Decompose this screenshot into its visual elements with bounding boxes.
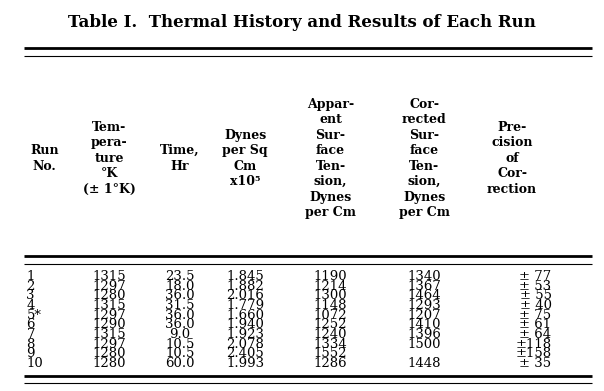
Text: 10.5: 10.5 <box>165 338 194 351</box>
Text: Appar-
ent
Sur-
face
Ten-
sion,
Dynes
per Cm: Appar- ent Sur- face Ten- sion, Dynes pe… <box>305 98 356 219</box>
Text: 5*: 5* <box>27 309 41 322</box>
Text: Tem-
pera-
ture
°K
(± 1°K): Tem- pera- ture °K (± 1°K) <box>83 121 135 196</box>
Text: 8: 8 <box>27 338 35 351</box>
Text: ±118: ±118 <box>515 338 551 351</box>
Text: 1448: 1448 <box>407 357 441 370</box>
Text: ± 35: ± 35 <box>519 357 551 370</box>
Text: 1.882: 1.882 <box>226 280 264 293</box>
Text: 1315: 1315 <box>92 328 126 341</box>
Text: 1148: 1148 <box>313 299 347 312</box>
Text: 1334: 1334 <box>313 338 347 351</box>
Text: 2.016: 2.016 <box>226 289 264 302</box>
Text: 2.405: 2.405 <box>226 347 264 361</box>
Text: 1297: 1297 <box>92 309 126 322</box>
Text: 1293: 1293 <box>407 299 441 312</box>
Text: 1.940: 1.940 <box>226 318 264 331</box>
Text: 1367: 1367 <box>407 280 441 293</box>
Text: Cor-
rected
Sur-
face
Ten-
sion,
Dynes
per Cm: Cor- rected Sur- face Ten- sion, Dynes p… <box>399 98 449 219</box>
Text: 2: 2 <box>27 280 35 293</box>
Text: 1464: 1464 <box>407 289 441 302</box>
Text: 1.993: 1.993 <box>226 357 265 370</box>
Text: 1214: 1214 <box>313 280 347 293</box>
Text: 1410: 1410 <box>407 318 441 331</box>
Text: 1280: 1280 <box>92 289 126 302</box>
Text: ± 75: ± 75 <box>519 309 551 322</box>
Text: 1286: 1286 <box>313 357 347 370</box>
Text: 9: 9 <box>27 347 35 361</box>
Text: 1297: 1297 <box>92 338 126 351</box>
Text: 1280: 1280 <box>92 357 126 370</box>
Text: 3: 3 <box>27 289 35 302</box>
Text: Run
No.: Run No. <box>30 144 59 172</box>
Text: 1190: 1190 <box>313 270 347 283</box>
Text: 18.0: 18.0 <box>165 280 194 293</box>
Text: 9.0: 9.0 <box>170 328 191 341</box>
Text: 1207: 1207 <box>407 309 441 322</box>
Text: 1240: 1240 <box>313 328 347 341</box>
Text: 1.923: 1.923 <box>226 328 265 341</box>
Text: 1300: 1300 <box>313 289 347 302</box>
Text: 1.779: 1.779 <box>226 299 265 312</box>
Text: 1280: 1280 <box>92 347 126 361</box>
Text: Pre-
cision
of
Cor-
rection: Pre- cision of Cor- rection <box>487 121 537 196</box>
Text: 10: 10 <box>27 357 43 370</box>
Text: ± 53: ± 53 <box>519 280 551 293</box>
Text: Time,
Hr: Time, Hr <box>160 144 200 172</box>
Text: 1290: 1290 <box>92 318 126 331</box>
Text: 4: 4 <box>27 299 35 312</box>
Text: ± 61: ± 61 <box>519 318 551 331</box>
Text: ± 77: ± 77 <box>519 270 551 283</box>
Text: ± 64: ± 64 <box>519 328 551 341</box>
Text: ± 40: ± 40 <box>519 299 551 312</box>
Text: 36.0: 36.0 <box>165 309 195 322</box>
Text: 1396: 1396 <box>407 328 441 341</box>
Text: 1072: 1072 <box>313 309 347 322</box>
Text: 1252: 1252 <box>313 318 347 331</box>
Text: 1552: 1552 <box>313 347 347 361</box>
Text: 1315: 1315 <box>92 270 126 283</box>
Text: ±158: ±158 <box>515 347 551 361</box>
Text: 1: 1 <box>27 270 35 283</box>
Text: 36.0: 36.0 <box>165 289 195 302</box>
Text: 1.845: 1.845 <box>226 270 264 283</box>
Text: 1297: 1297 <box>92 280 126 293</box>
Text: 1340: 1340 <box>407 270 441 283</box>
Text: Table I.  Thermal History and Results of Each Run: Table I. Thermal History and Results of … <box>68 14 536 30</box>
Text: 36.0: 36.0 <box>165 318 195 331</box>
Text: 31.5: 31.5 <box>165 299 194 312</box>
Text: 10.5: 10.5 <box>165 347 194 361</box>
Text: 1500: 1500 <box>407 338 441 351</box>
Text: 1315: 1315 <box>92 299 126 312</box>
Text: 1.660: 1.660 <box>226 309 265 322</box>
Text: 6: 6 <box>27 318 35 331</box>
Text: ± 55: ± 55 <box>519 289 551 302</box>
Text: 7: 7 <box>27 328 35 341</box>
Text: 2.078: 2.078 <box>226 338 264 351</box>
Text: 23.5: 23.5 <box>165 270 194 283</box>
Text: Dynes
per Sq
Cm
x10⁵: Dynes per Sq Cm x10⁵ <box>222 129 268 188</box>
Text: 60.0: 60.0 <box>165 357 194 370</box>
